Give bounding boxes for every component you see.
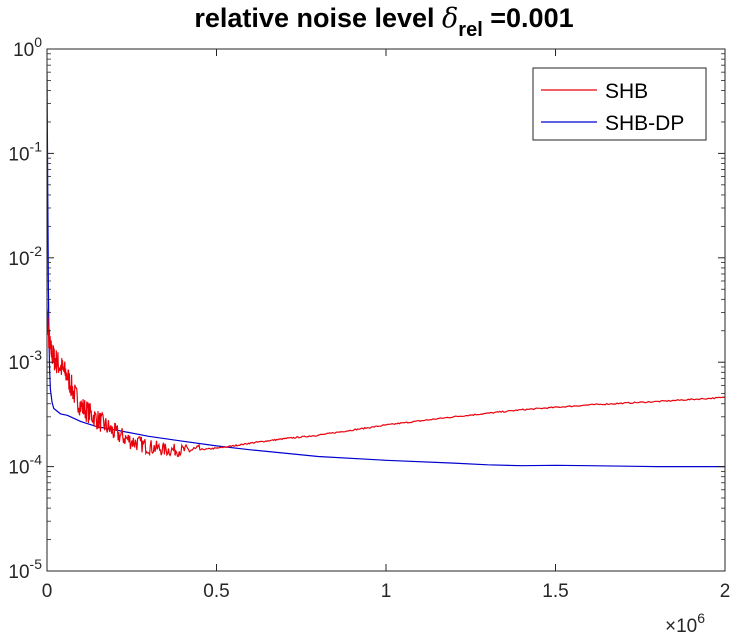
y-tick-label: 10-4 [8, 452, 42, 479]
series-line-shb [47, 301, 725, 458]
chart-title: relative noise level δrel =0.001 [194, 3, 573, 41]
x-multiplier: ×106 [665, 610, 705, 637]
x-tick-label: 1.5 [542, 581, 568, 602]
x-tick-label: 2 [720, 581, 731, 602]
y-tick-label: 100 [13, 34, 42, 61]
y-tick-label: 10-2 [8, 243, 42, 270]
title-prefix: relative noise level [194, 3, 442, 33]
tick-labels: 0 0.5 1 1.5 2 100 10-1 10-2 10-3 10-4 10-5 ×106 [8, 34, 730, 637]
title-suffix: =0.001 [483, 3, 574, 33]
y-tick-label: 10-5 [8, 556, 42, 583]
y-tick-label: 10-1 [8, 138, 42, 165]
legend-label: SHB-DP [605, 112, 684, 135]
legend: SHB SHB-DP [532, 67, 707, 141]
x-tick-label: 1 [381, 581, 392, 602]
series-layer [47, 72, 725, 468]
title-subscript: rel [458, 19, 482, 41]
legend-label: SHB [605, 80, 648, 103]
axes-layer [46, 48, 726, 572]
x-tick-label: 0 [42, 581, 53, 602]
title-symbol: δ [442, 3, 458, 34]
x-tick-label: 0.5 [203, 581, 229, 602]
legend-box [532, 67, 707, 141]
y-tick-label: 10-3 [8, 347, 42, 374]
series-line-shb-dp [47, 72, 725, 468]
